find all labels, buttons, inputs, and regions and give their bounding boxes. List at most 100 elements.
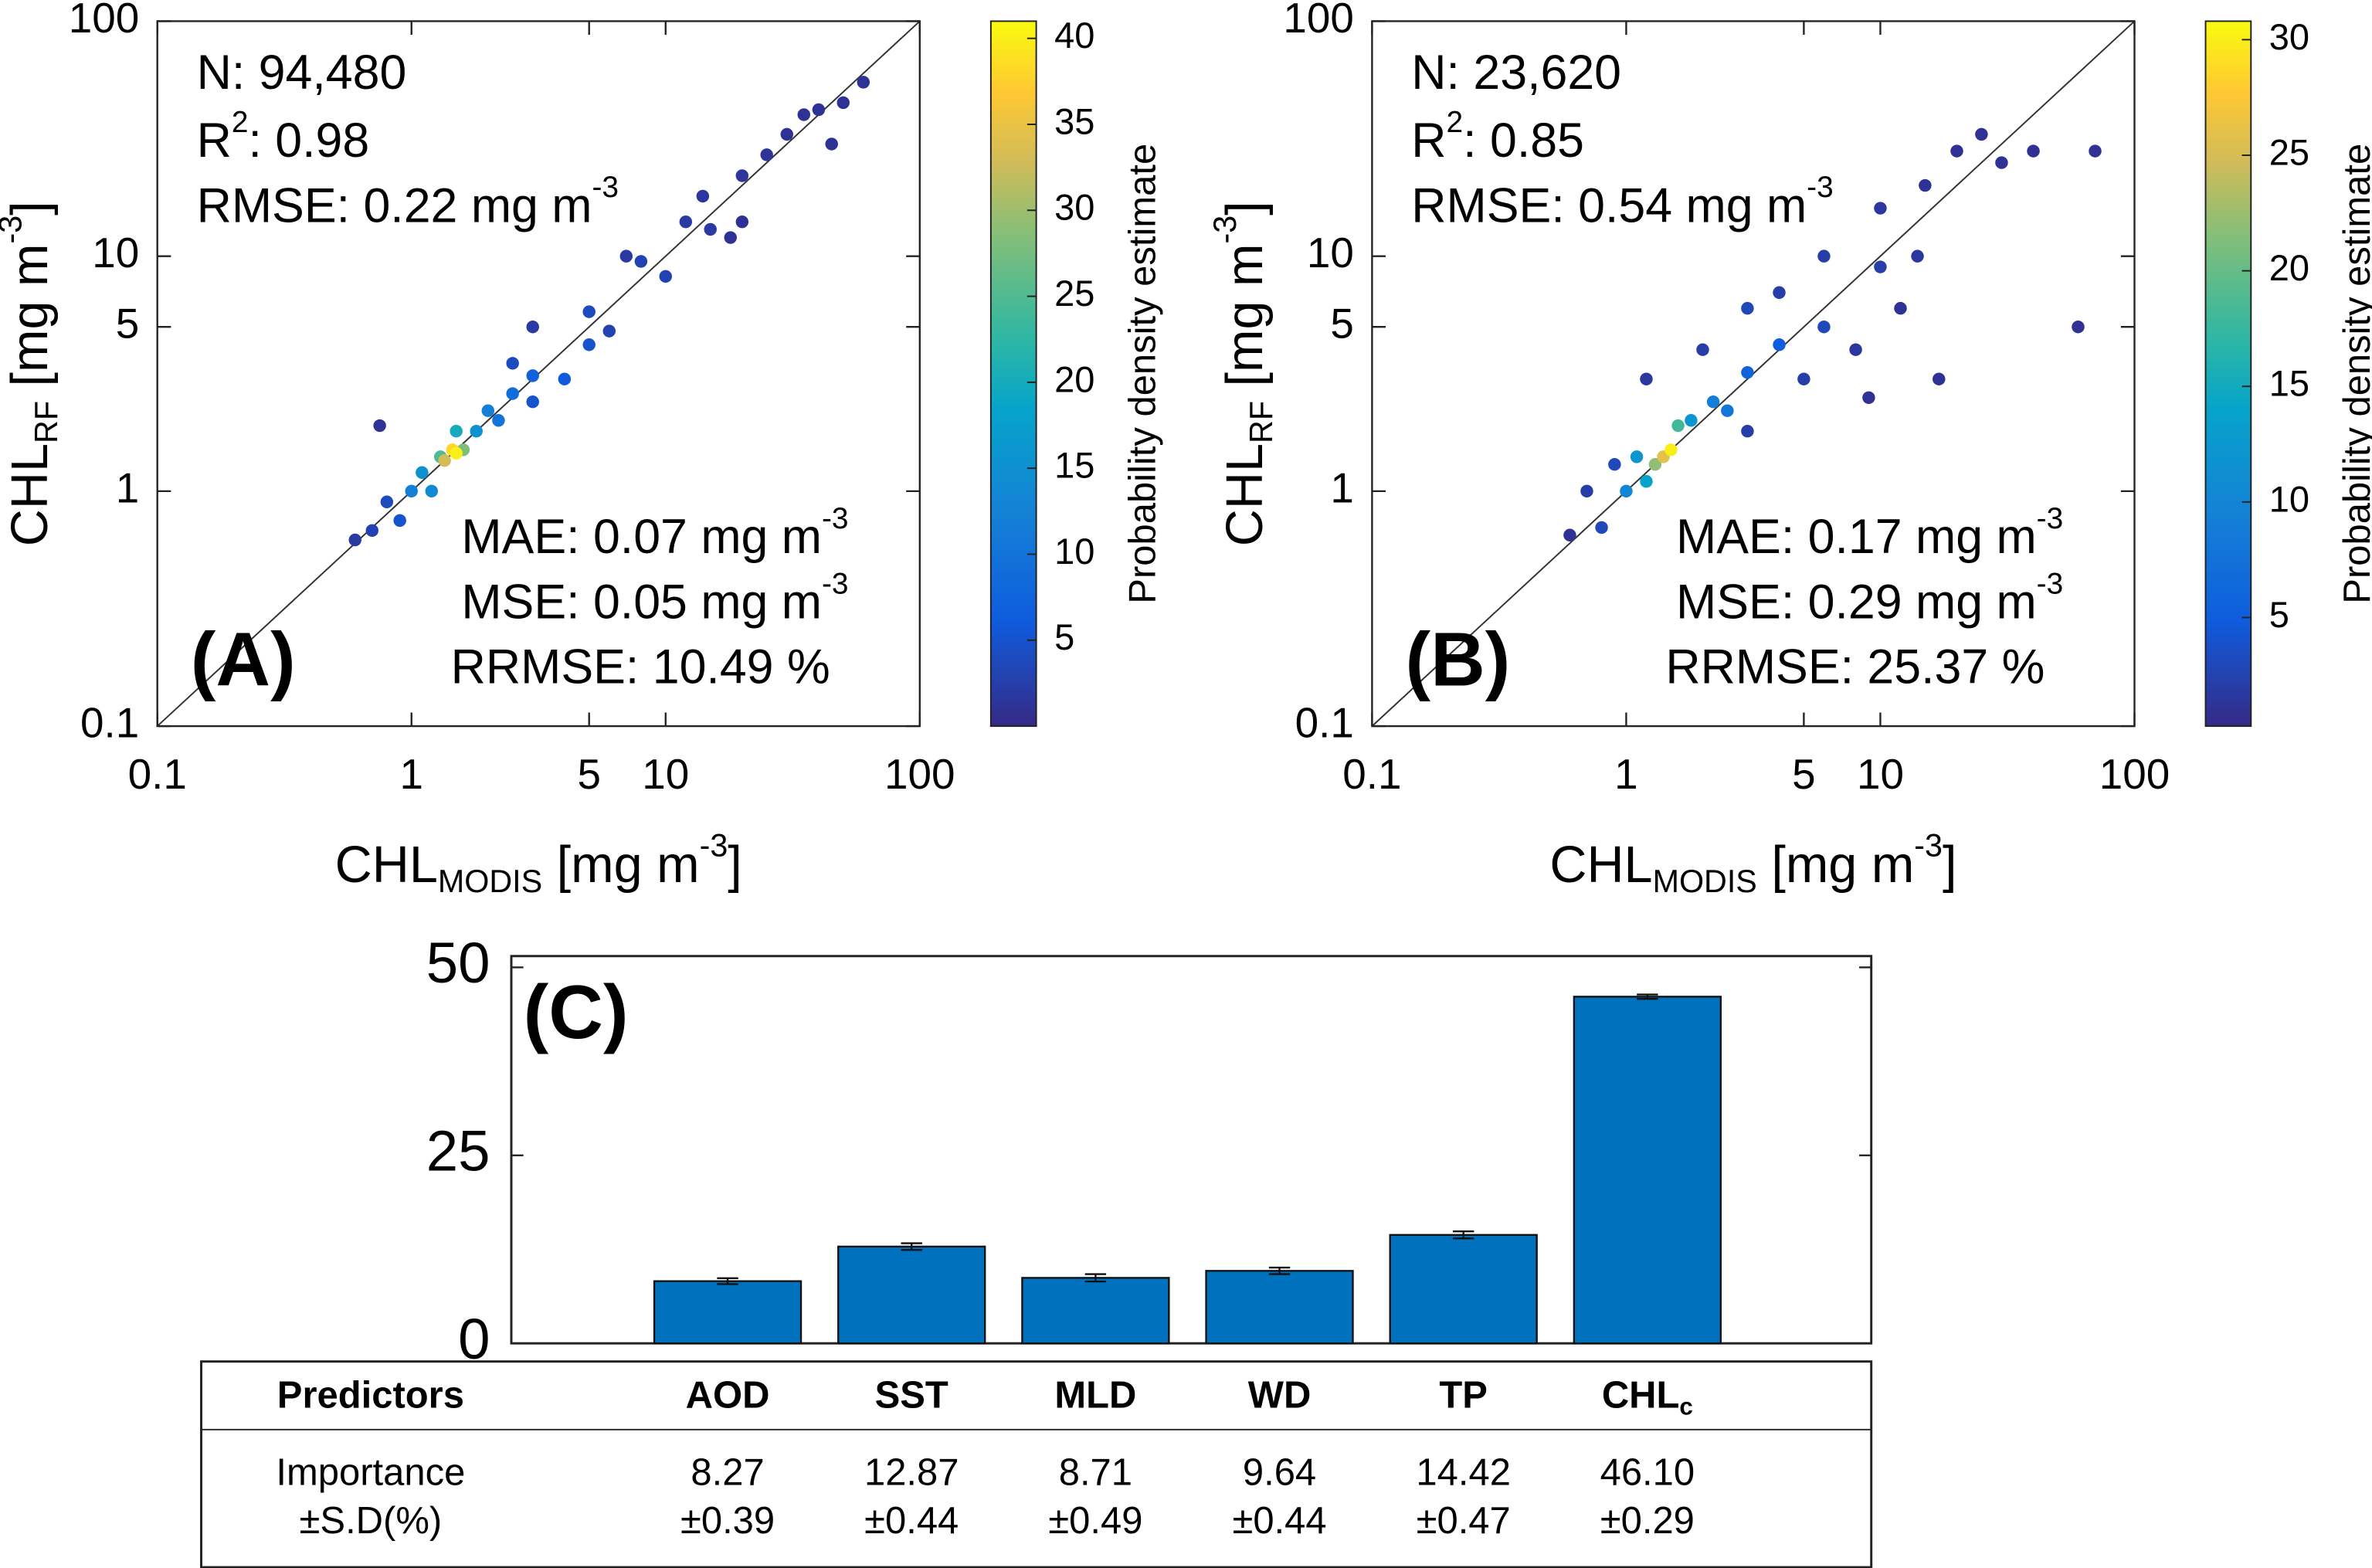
colorbar-tick-label: 30 — [2269, 16, 2309, 57]
scatter-point — [2072, 320, 2085, 334]
scatter-point — [1862, 391, 1875, 405]
x-tick-label: 10 — [1857, 750, 1904, 798]
colorbar-tick-label: 5 — [2269, 594, 2289, 635]
bar — [1389, 1234, 1538, 1345]
scatter-point — [1741, 301, 1754, 315]
x-tick-label: 0.1 — [1342, 750, 1401, 798]
scatter-point — [679, 215, 693, 229]
scatter-point — [1950, 144, 1963, 158]
scatter-point — [393, 514, 406, 528]
x-tick-label: 100 — [2099, 750, 2170, 798]
colorbar-tick-label: 5 — [1054, 616, 1074, 657]
scatter-point — [797, 108, 811, 121]
error-label: ±0.39 — [680, 1500, 775, 1542]
scatter-point — [602, 324, 616, 338]
annotation: MAE: 0.07 mg m-3 — [461, 502, 848, 563]
colorbar-label: Probability density estimate — [2336, 144, 2372, 604]
category-label: CHLc — [1602, 1375, 1693, 1420]
y-tick-label: 5 — [116, 300, 139, 348]
colorbar-tick-label: 20 — [2269, 247, 2309, 288]
scatter-point — [1706, 395, 1720, 409]
category-label: MLD — [1054, 1375, 1136, 1417]
value-label: 12.87 — [864, 1451, 959, 1493]
scatter-point — [1741, 424, 1754, 438]
value-label: 9.64 — [1243, 1451, 1316, 1493]
y-tick-label: 100 — [69, 0, 139, 42]
colorbar-tick-label: 25 — [1054, 273, 1094, 314]
plot-frame — [156, 20, 921, 728]
scatter-point — [634, 255, 648, 268]
scatter-point — [526, 369, 539, 382]
scatter-point — [619, 249, 633, 263]
error-label: ±0.44 — [864, 1500, 959, 1542]
scatter-point — [1721, 404, 1734, 417]
y-tick-label: 1 — [116, 463, 139, 511]
scatter-point — [1595, 521, 1608, 535]
scatter-point — [1849, 343, 1862, 356]
colorbar — [989, 20, 1037, 728]
scatter-point — [1894, 301, 1907, 315]
scatter-point — [1671, 419, 1685, 433]
text-part: : 0.85 — [1463, 114, 1584, 168]
text-part: ] — [1216, 201, 1273, 215]
annotation: RMSE: 0.54 mg m-3 — [1411, 171, 1833, 232]
y-axis-label: CHLRF [mg m-3] — [1207, 201, 1279, 546]
category-label: AOD — [686, 1375, 770, 1417]
scatter-point — [450, 446, 463, 460]
scatter-point — [760, 148, 773, 161]
scatter-point — [659, 270, 672, 283]
y-tick-label: 100 — [1283, 0, 1353, 42]
text-part: MODIS — [438, 864, 542, 899]
y-axis-label-group: CHLRF [mg m-3] — [1207, 201, 1279, 546]
text-part: MODIS — [1653, 864, 1757, 899]
scatter-point — [1773, 338, 1786, 351]
x-axis-label: CHLMODIS [mg m-3] — [335, 827, 742, 899]
scatter-point — [582, 338, 596, 351]
colorbar-tick-label: 10 — [2269, 478, 2309, 519]
text-part: ] — [1943, 837, 1957, 894]
text-part: 2 — [232, 106, 249, 139]
scatter-point — [2089, 144, 2102, 158]
annotation: R2: 0.85 — [1411, 106, 1584, 167]
text-part: -3 — [0, 216, 28, 244]
scatter-point — [1696, 343, 1709, 356]
colorbar-tick-label: 30 — [1054, 187, 1094, 228]
text-part: MAE: 0.17 mg m — [1676, 510, 2037, 564]
annotation: MAE: 0.17 mg m-3 — [1676, 502, 2063, 563]
bar — [1205, 1270, 1354, 1345]
y-axis-label: CHLRF [mg m-3] — [0, 201, 64, 546]
text-part: -3 — [1914, 827, 1943, 863]
scatter-point — [735, 215, 749, 229]
text-part: MAE: 0.07 mg m — [461, 510, 822, 564]
x-tick-label: 100 — [884, 750, 955, 798]
text-part: -3 — [700, 827, 728, 863]
scatter-point — [735, 169, 749, 182]
scatter-point — [1608, 457, 1621, 471]
scatter-point — [1648, 457, 1662, 471]
category-label: TP — [1439, 1375, 1488, 1417]
text-part: MSE: 0.05 mg m — [461, 575, 822, 629]
y-tick-label: 10 — [1307, 229, 1354, 277]
text-part: [mg m — [1216, 244, 1273, 401]
error-label: ±0.29 — [1600, 1500, 1695, 1542]
x-tick-label: 0.1 — [128, 750, 187, 798]
text-part: 2 — [1447, 106, 1464, 139]
text-part: : 0.98 — [248, 114, 369, 168]
scatter-point — [373, 419, 386, 433]
scatter-point — [812, 103, 826, 117]
text-part: R — [1411, 114, 1446, 168]
text-part: R — [197, 114, 232, 168]
y-tick-label: 25 — [426, 1118, 490, 1183]
text-part: c — [1679, 1393, 1692, 1420]
y-tick-label: 0.1 — [80, 699, 139, 747]
scatter-point — [1797, 372, 1810, 385]
scatter-point — [526, 395, 539, 409]
category-label: WD — [1248, 1375, 1312, 1417]
text-part: -3 — [2037, 502, 2064, 535]
error-bar — [1268, 1266, 1291, 1275]
y-axis-label-group: CHLRF [mg m-3] — [0, 201, 64, 546]
scatter-point — [365, 524, 378, 538]
panel-label: (C) — [524, 969, 629, 1054]
text-part: CHL — [2, 443, 59, 546]
text-part: RF — [29, 401, 64, 443]
